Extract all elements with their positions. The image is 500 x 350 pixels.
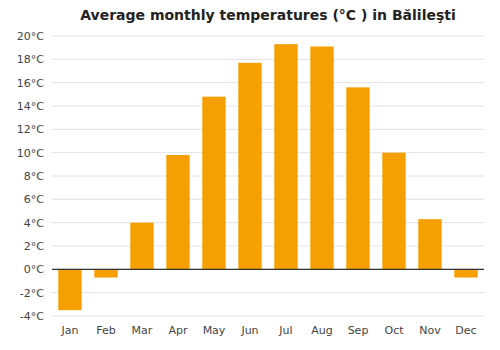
y-tick-label: 0°C <box>24 263 44 276</box>
bar <box>94 269 117 277</box>
grid-line <box>52 129 484 130</box>
bar <box>274 44 297 269</box>
x-tick-label: Jun <box>240 324 258 337</box>
grid-line <box>52 316 484 317</box>
y-tick-label: -4°C <box>20 310 44 323</box>
grid-line <box>52 176 484 177</box>
bar <box>130 223 153 270</box>
y-tick-label: 6°C <box>24 193 44 206</box>
grid-line <box>52 59 484 60</box>
y-axis: -4°C -2°C 0°C 2°C 4°C 6°C 8°C 10°C 12°C 14°C 16°C 1… <box>17 30 484 323</box>
y-tick-label: -2°C <box>20 287 44 300</box>
bar <box>346 87 369 269</box>
bar <box>454 269 477 277</box>
grid-line <box>52 152 484 153</box>
y-tick-label: 20°C <box>17 30 44 43</box>
bar <box>202 97 225 270</box>
y-tick-label: 16°C <box>17 77 44 90</box>
bar <box>166 155 189 269</box>
x-tick-label: Oct <box>384 324 404 337</box>
grid-line <box>52 269 484 270</box>
zero-line <box>52 269 484 270</box>
bars <box>58 44 477 310</box>
grid-line <box>52 106 484 107</box>
bar <box>310 47 333 270</box>
y-tick-label: 12°C <box>17 123 44 136</box>
grid-line <box>52 292 484 293</box>
bar <box>418 219 441 269</box>
x-tick-label: Aug <box>311 324 332 337</box>
bar <box>58 269 81 310</box>
x-tick-label: Jul <box>278 324 292 337</box>
bar <box>382 153 405 270</box>
x-tick-label: Apr <box>168 324 188 337</box>
x-tick-label: May <box>203 324 226 337</box>
x-axis: Jan Feb Mar Apr May Jun Jul Aug Sep Oct Nov Dec <box>61 324 477 337</box>
x-tick-label: Nov <box>419 324 441 337</box>
x-tick-label: Sep <box>348 324 369 337</box>
x-tick-label: Feb <box>96 324 115 337</box>
x-tick-label: Dec <box>455 324 476 337</box>
bar <box>238 63 261 270</box>
chart-svg: Average monthly temperatures (°C ) in Bă… <box>0 0 500 350</box>
chart-title: Average monthly temperatures (°C ) in Bă… <box>80 7 456 23</box>
y-tick-label: 18°C <box>17 53 44 66</box>
grid-line <box>52 199 484 200</box>
y-tick-label: 8°C <box>24 170 44 183</box>
grid-line <box>52 36 484 37</box>
y-tick-label: 4°C <box>24 217 44 230</box>
x-tick-label: Jan <box>61 324 79 337</box>
x-tick-label: Mar <box>132 324 153 337</box>
grid-line <box>52 82 484 83</box>
chart-container: Average monthly temperatures (°C ) in Bă… <box>0 0 500 350</box>
y-tick-label: 10°C <box>17 147 44 160</box>
y-tick-label: 14°C <box>17 100 44 113</box>
y-tick-label: 2°C <box>24 240 44 253</box>
